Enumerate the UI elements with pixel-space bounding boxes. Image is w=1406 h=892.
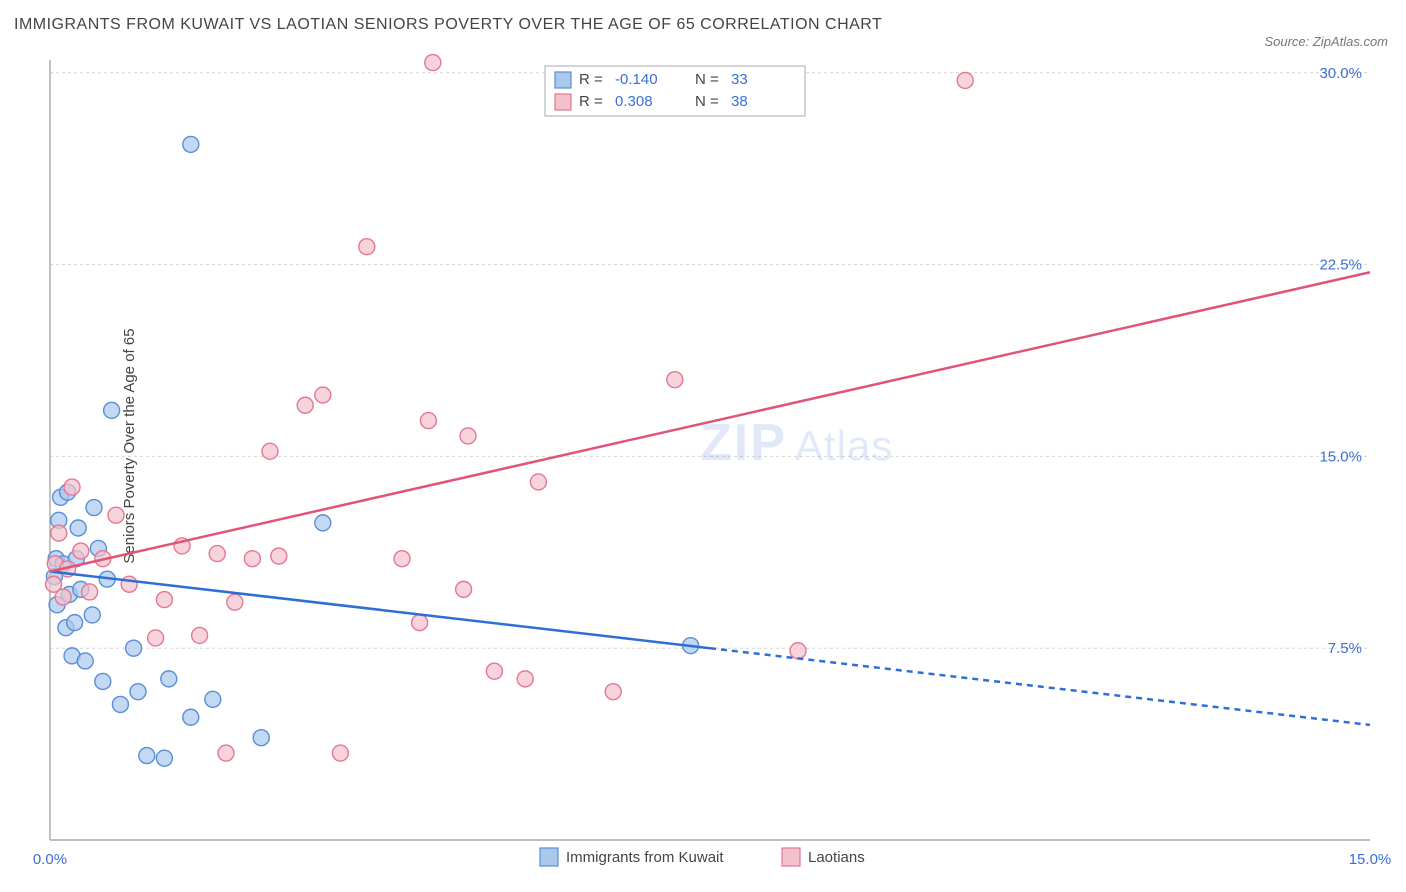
legend-n-value: 38	[731, 93, 748, 110]
data-point	[605, 684, 621, 700]
data-point	[394, 551, 410, 567]
legend-r-value: -0.140	[615, 71, 658, 88]
data-point	[790, 643, 806, 659]
legend-swatch	[555, 72, 571, 88]
data-point	[332, 745, 348, 761]
data-point	[425, 55, 441, 71]
data-point	[957, 72, 973, 88]
data-point	[121, 576, 137, 592]
legend-r-label: R =	[579, 93, 603, 110]
x-tick-label: 0.0%	[33, 851, 67, 868]
data-point	[359, 239, 375, 255]
data-point	[227, 594, 243, 610]
data-point	[55, 589, 71, 605]
data-point	[460, 428, 476, 444]
data-point	[73, 543, 89, 559]
data-point	[161, 671, 177, 687]
data-point	[67, 615, 83, 631]
data-point	[412, 615, 428, 631]
legend-swatch	[555, 94, 571, 110]
data-point	[218, 745, 234, 761]
data-point	[112, 696, 128, 712]
data-point	[64, 479, 80, 495]
data-point	[183, 136, 199, 152]
data-point	[84, 607, 100, 623]
data-point	[156, 750, 172, 766]
data-point	[82, 584, 98, 600]
data-point	[530, 474, 546, 490]
data-point	[104, 402, 120, 418]
legend-series-label: Immigrants from Kuwait	[566, 849, 724, 866]
y-tick-label: 7.5%	[1328, 640, 1362, 657]
data-point	[667, 372, 683, 388]
data-point	[51, 525, 67, 541]
data-point	[456, 581, 472, 597]
data-point	[205, 691, 221, 707]
data-point	[271, 548, 287, 564]
data-point	[148, 630, 164, 646]
data-point	[420, 413, 436, 429]
data-point	[86, 500, 102, 516]
y-tick-label: 15.0%	[1319, 448, 1362, 465]
data-point	[126, 640, 142, 656]
data-point	[209, 546, 225, 562]
y-tick-label: 22.5%	[1319, 257, 1362, 274]
data-point	[192, 627, 208, 643]
y-tick-label: 30.0%	[1319, 65, 1362, 82]
data-point	[156, 592, 172, 608]
data-point	[517, 671, 533, 687]
legend-r-value: 0.308	[615, 93, 653, 110]
data-point	[315, 515, 331, 531]
data-point	[253, 730, 269, 746]
legend-n-value: 33	[731, 71, 748, 88]
data-point	[262, 443, 278, 459]
data-point	[244, 551, 260, 567]
chart-svg: 7.5% 15.0% 22.5% 30.0% 0.0% 15.0% ZIPAtlas R =-…	[0, 0, 1406, 892]
trend-line-extrap	[710, 648, 1370, 725]
chart-container: IMMIGRANTS FROM KUWAIT VS LAOTIAN SENIOR…	[0, 0, 1406, 892]
data-point	[139, 748, 155, 764]
data-point	[77, 653, 93, 669]
data-point	[70, 520, 86, 536]
legend-r-label: R =	[579, 71, 603, 88]
trend-line	[50, 272, 1370, 571]
x-tick-label: 15.0%	[1349, 851, 1392, 868]
legend-swatch	[782, 848, 800, 866]
data-point	[183, 709, 199, 725]
data-point	[130, 684, 146, 700]
data-point	[108, 507, 124, 523]
legend-n-label: N =	[695, 93, 719, 110]
data-point	[486, 663, 502, 679]
data-point	[95, 673, 111, 689]
legend-swatch	[540, 848, 558, 866]
data-point	[315, 387, 331, 403]
legend-n-label: N =	[695, 71, 719, 88]
watermark: ZIP	[700, 414, 787, 472]
watermark: Atlas	[795, 422, 893, 469]
legend-series-label: Laotians	[808, 849, 865, 866]
data-point	[297, 397, 313, 413]
